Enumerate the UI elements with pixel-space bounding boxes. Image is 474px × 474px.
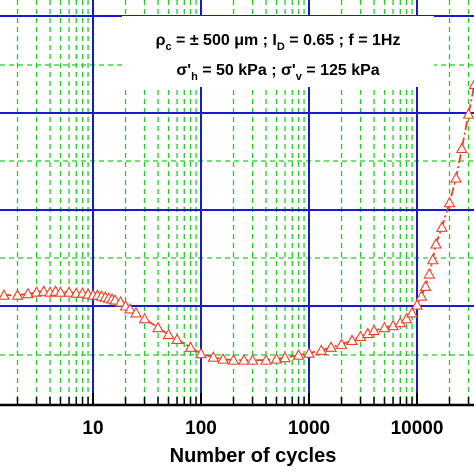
data-point — [430, 237, 442, 249]
data-point — [138, 312, 151, 324]
data-point — [450, 171, 463, 183]
data-point — [171, 333, 183, 345]
data-point — [63, 286, 75, 297]
x-axis-title: Number of cycles — [170, 445, 337, 467]
data-point — [419, 280, 432, 291]
annotation-line-2: σ'h = 50 kPa ; σ'v = 125 kPa — [176, 62, 379, 83]
data-point — [11, 289, 24, 300]
data-point — [227, 353, 240, 365]
data-point — [443, 196, 456, 208]
data-point — [124, 302, 136, 314]
data-point — [368, 324, 380, 336]
data-point — [435, 221, 448, 232]
data-point — [22, 287, 34, 299]
data-point — [415, 290, 428, 301]
annotation-background — [122, 16, 434, 87]
x-tick-labels: 10 100 1000 10000 — [82, 418, 443, 439]
data-point — [162, 328, 175, 340]
annotation-line-1: ρc = ± 500 μm ; ID = 0.65 ; f = 1Hz — [156, 32, 401, 53]
x-tick-label: 1000 — [288, 418, 330, 439]
data-point — [423, 267, 436, 279]
data-point — [217, 353, 229, 364]
annotation-box: ρc = ± 500 μm ; ID = 0.65 ; f = 1Hz σ'h … — [122, 16, 434, 87]
data-point — [346, 334, 358, 345]
data-line — [0, 84, 474, 362]
data-point — [411, 298, 423, 310]
data-point — [130, 306, 142, 318]
data-point — [0, 289, 10, 300]
data-point — [54, 286, 67, 297]
data-point — [468, 79, 474, 90]
data-point — [207, 351, 220, 362]
x-tick-label: 100 — [185, 418, 217, 439]
data-point — [406, 306, 418, 318]
data-point — [303, 347, 315, 358]
data-markers — [0, 79, 474, 365]
x-axis-ticks — [16, 393, 470, 405]
data-point — [114, 295, 127, 307]
data-point — [315, 344, 328, 355]
data-point — [152, 321, 164, 333]
data-point — [195, 347, 207, 359]
data-point — [184, 341, 197, 352]
x-tick-label: 10000 — [391, 418, 444, 439]
data-point — [462, 107, 474, 119]
data-point — [455, 142, 468, 154]
data-point — [260, 353, 272, 365]
data-point — [292, 349, 305, 360]
data-point — [325, 341, 337, 352]
series-line — [0, 84, 474, 362]
data-point — [246, 353, 259, 365]
data-point — [270, 353, 283, 364]
data-point — [279, 351, 291, 363]
x-tick-label: 10 — [82, 418, 103, 439]
data-point — [400, 312, 413, 324]
data-point — [238, 353, 250, 365]
data-point — [335, 338, 348, 349]
data-point — [378, 321, 391, 333]
data-point — [426, 253, 439, 265]
